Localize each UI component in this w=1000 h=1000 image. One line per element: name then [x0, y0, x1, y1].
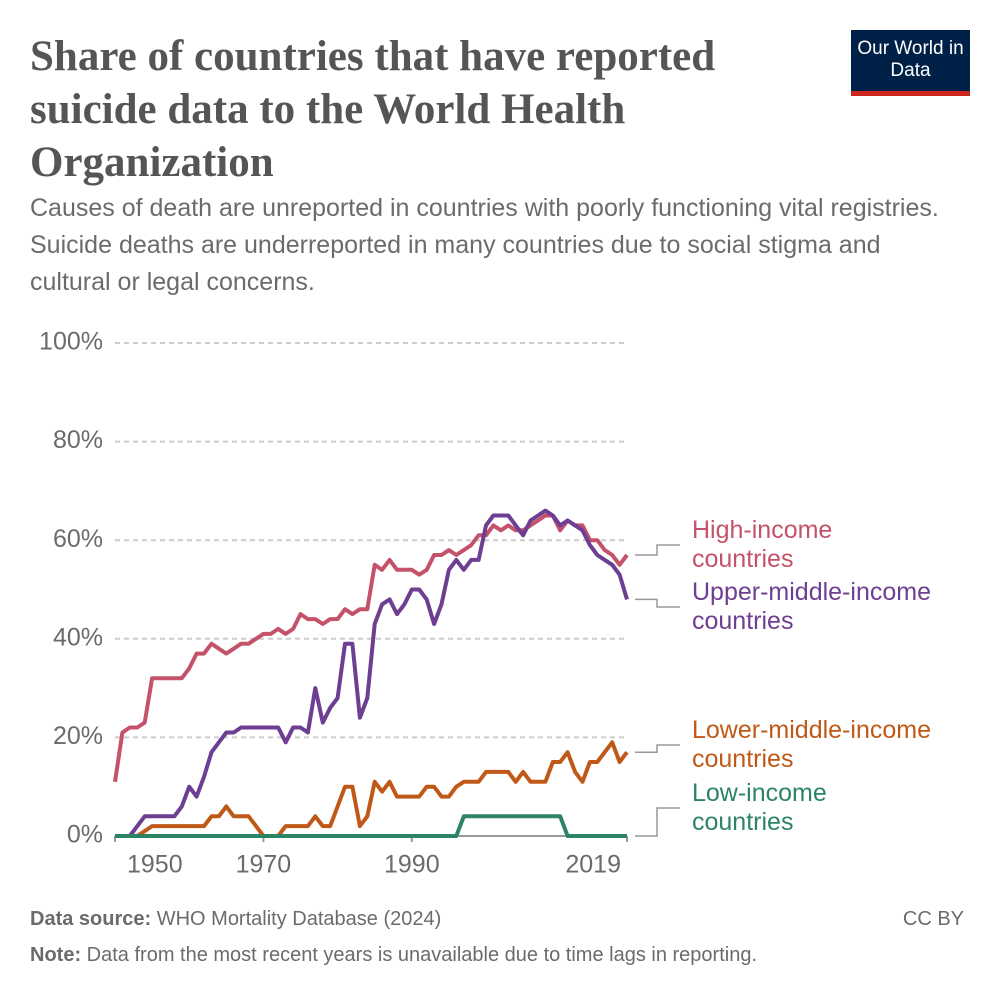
label-connector [635, 598, 680, 608]
y-tick-label: 0% [67, 821, 103, 849]
legend-label-line: countries [692, 808, 793, 836]
legend-label-line: countries [692, 745, 793, 773]
y-tick-label: 80% [53, 426, 103, 454]
series-line [128, 508, 629, 838]
legend-label-line: Low-income [692, 779, 834, 807]
y-tick-label: 60% [53, 525, 103, 553]
legend-label-line: countries [692, 607, 793, 635]
series-line [113, 513, 629, 783]
source[interactable]: WHO Mortality Database (2024) [156, 908, 442, 930]
chart-subtitle: Causes of death are unreported in countr… [30, 194, 939, 296]
series-line [115, 814, 627, 838]
license[interactable]: CC BY [902, 908, 964, 930]
note: Data from the most recent years is unava… [86, 944, 758, 966]
note-line: Note: Data from the most recent years is… [30, 944, 757, 967]
source-label: Data source: [30, 908, 152, 930]
x-tick-label: 2019 [565, 851, 621, 879]
legend-label: Low-income countries [692, 779, 834, 836]
x-tick-label: 1950 [127, 851, 183, 879]
label-connector [635, 807, 680, 837]
legend-label: Upper-middle-income countries [692, 578, 938, 635]
legend-label-line: Lower-middle-income [692, 716, 938, 744]
x-tick-label: 1970 [236, 851, 292, 879]
source-line: Data source: WHO Mortality Database (202… [30, 908, 441, 931]
legend-label: High-income countries [692, 516, 839, 573]
label-connector [635, 744, 680, 753]
note-label: Note: [30, 944, 82, 966]
logo[interactable]: Our World in Data [851, 30, 970, 96]
x-tick-label: 1990 [384, 851, 440, 879]
y-tick-label: 20% [53, 722, 103, 750]
y-tick-label: 100% [39, 328, 103, 356]
chart-title: Share of countries that have reported su… [30, 33, 716, 186]
y-tick-label: 40% [53, 623, 103, 651]
legend-label-line: High-income [692, 516, 839, 544]
legend-label-line: Upper-middle-income [692, 578, 938, 606]
legend-label-line: countries [692, 545, 793, 573]
series-line [115, 740, 629, 838]
label-connector [635, 544, 680, 556]
legend-label: Lower-middle-income countries [692, 716, 938, 773]
